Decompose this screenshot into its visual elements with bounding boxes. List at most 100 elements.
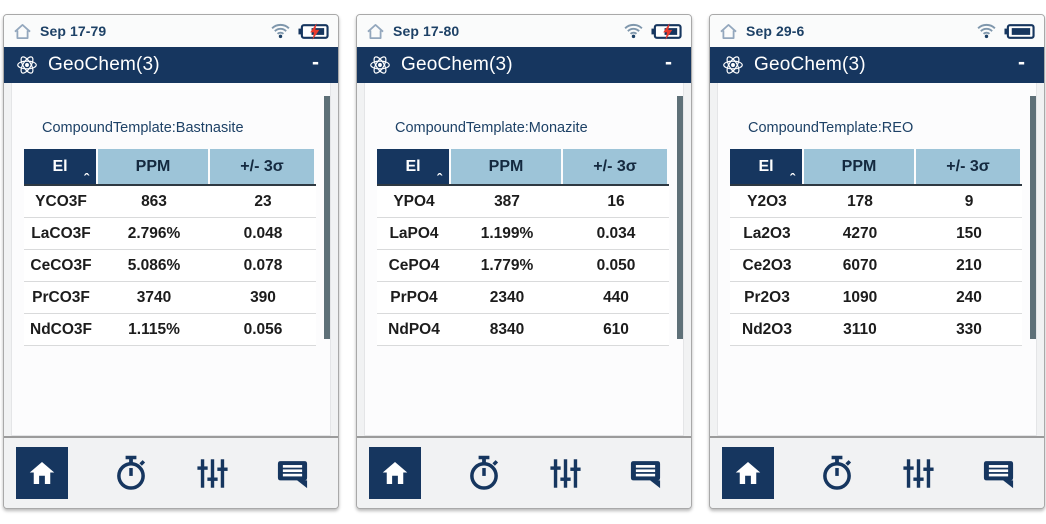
battery-icon	[1004, 23, 1035, 40]
timer-button[interactable]	[465, 454, 503, 492]
app-title: GeoChem(3)	[401, 54, 513, 75]
table-row[interactable]: PrCO3F 3740 390	[24, 282, 316, 314]
scrollbar-thumb[interactable]	[1030, 96, 1036, 339]
table-row[interactable]: Nd2O3 3110 330	[730, 314, 1022, 346]
messages-button[interactable]	[628, 456, 663, 491]
messages-button[interactable]	[275, 456, 310, 491]
app-title-bar: GeoChem(3) -	[4, 47, 338, 83]
table-cell: 8340	[489, 320, 525, 338]
table-cell: 390	[250, 288, 276, 306]
compound-template-label: CompoundTemplate:Monazite	[395, 120, 588, 136]
table-cell: PrCO3F	[32, 288, 90, 306]
table-cell: YCO3F	[35, 192, 87, 210]
settings-button[interactable]	[194, 455, 231, 492]
home-tab-button[interactable]	[722, 447, 774, 499]
table-row[interactable]: YCO3F 863 23	[24, 186, 316, 218]
settings-button[interactable]	[900, 455, 937, 492]
results-table: El ˆ PPM +/- 3σ YPO4 387 16 LaPO4 1.199% 0.03…	[377, 149, 669, 346]
atom-icon	[368, 53, 392, 77]
table-cell: 0.078	[243, 256, 283, 274]
table-cell: 2340	[489, 288, 525, 306]
compound-template-label: CompoundTemplate:Bastnasite	[42, 120, 244, 136]
minimize-button[interactable]: -	[1018, 51, 1025, 74]
table-row[interactable]: PrPO4 2340 440	[377, 282, 669, 314]
table-row[interactable]: CeCO3F 5.086% 0.078	[24, 250, 316, 282]
table-row[interactable]: CePO4 1.779% 0.050	[377, 250, 669, 282]
home-tab-button[interactable]	[369, 447, 421, 499]
sort-asc-icon: ˆ	[437, 171, 442, 188]
sliders-icon	[550, 458, 581, 488]
table-row[interactable]: NdPO4 8340 610	[377, 314, 669, 346]
table-cell: 1090	[842, 288, 878, 306]
table-body: YCO3F 863 23 LaCO3F 2.796% 0.048 CeCO3F 5.086% 0…	[24, 186, 316, 346]
column-header-el[interactable]: El ˆ	[730, 149, 802, 188]
table-cell: La2O3	[743, 224, 791, 242]
table-cell: 210	[956, 256, 982, 274]
status-bar: Sep 29-6	[710, 15, 1044, 47]
column-header-sigma[interactable]: +/- 3σ	[916, 149, 1020, 184]
table-row[interactable]: Ce2O3 6070 210	[730, 250, 1022, 282]
table-cell: NdPO4	[388, 320, 440, 338]
battery-bolt-icon	[663, 22, 673, 40]
table-cell: 1.199%	[480, 224, 534, 242]
sort-asc-icon: ˆ	[790, 171, 795, 188]
app-title-bar: GeoChem(3) -	[710, 47, 1044, 83]
toolbar-divider	[4, 436, 338, 438]
chat-icon	[983, 460, 1014, 488]
scrollbar-thumb[interactable]	[324, 96, 330, 339]
column-header-el[interactable]: El ˆ	[24, 149, 96, 188]
wifi-icon	[976, 23, 997, 39]
app-title-bar: GeoChem(3) -	[357, 47, 691, 83]
table-row[interactable]: NdCO3F 1.115% 0.056	[24, 314, 316, 346]
table-cell: PrPO4	[390, 288, 438, 306]
reading-id-label: Sep 29-6	[746, 23, 805, 39]
settings-button[interactable]	[547, 455, 584, 492]
timer-button[interactable]	[112, 454, 150, 492]
table-row[interactable]: LaPO4 1.199% 0.034	[377, 218, 669, 250]
atom-icon	[15, 53, 39, 77]
table-cell: 150	[956, 224, 982, 242]
table-cell: 0.034	[596, 224, 636, 242]
table-row[interactable]: LaCO3F 2.796% 0.048	[24, 218, 316, 250]
table-cell: 1.779%	[480, 256, 534, 274]
table-body: Y2O3 178 9 La2O3 4270 150 Ce2O3 6070 210 Pr2O3 109…	[730, 186, 1022, 346]
compound-template-label: CompoundTemplate:REO	[748, 120, 914, 136]
chat-icon	[630, 460, 661, 488]
column-header-sigma[interactable]: +/- 3σ	[563, 149, 667, 184]
device-screen: Sep 17-80	[356, 14, 692, 509]
toolbar-divider	[710, 436, 1044, 438]
results-content: CompoundTemplate:REO El ˆ PPM +/- 3σ Y2O…	[717, 83, 1037, 436]
column-header-ppm[interactable]: PPM	[804, 149, 914, 184]
column-header-el[interactable]: El ˆ	[377, 149, 449, 188]
minimize-button[interactable]: -	[665, 51, 672, 74]
minimize-button[interactable]: -	[312, 51, 319, 74]
table-row[interactable]: Y2O3 178 9	[730, 186, 1022, 218]
toolbar-divider	[357, 436, 691, 438]
device-screen: Sep 29-6	[709, 14, 1045, 509]
column-header-ppm[interactable]: PPM	[98, 149, 208, 184]
atom-icon	[721, 53, 745, 77]
sort-asc-icon: ˆ	[84, 171, 89, 188]
table-row[interactable]: Pr2O3 1090 240	[730, 282, 1022, 314]
table-cell: 9	[964, 192, 974, 210]
messages-button[interactable]	[981, 456, 1016, 491]
home-tab-button[interactable]	[16, 447, 68, 499]
table-row[interactable]: YPO4 387 16	[377, 186, 669, 218]
table-header-row: El ˆ PPM +/- 3σ	[730, 149, 1022, 188]
device-screen: Sep 17-79	[3, 14, 339, 509]
column-header-ppm[interactable]: PPM	[451, 149, 561, 184]
status-bar: Sep 17-80	[357, 15, 691, 47]
app-title: GeoChem(3)	[754, 54, 866, 75]
column-header-sigma[interactable]: +/- 3σ	[210, 149, 314, 184]
scrollbar-thumb[interactable]	[677, 96, 683, 339]
reading-id-label: Sep 17-79	[40, 23, 107, 39]
timer-button[interactable]	[818, 454, 856, 492]
table-cell: 4270	[842, 224, 878, 242]
stopwatch-icon	[117, 455, 146, 490]
table-cell: Y2O3	[747, 192, 787, 210]
home-filled-icon	[29, 462, 55, 484]
table-cell: 5.086%	[127, 256, 181, 274]
table-header-row: El ˆ PPM +/- 3σ	[377, 149, 669, 188]
table-row[interactable]: La2O3 4270 150	[730, 218, 1022, 250]
table-cell: 178	[847, 192, 873, 210]
